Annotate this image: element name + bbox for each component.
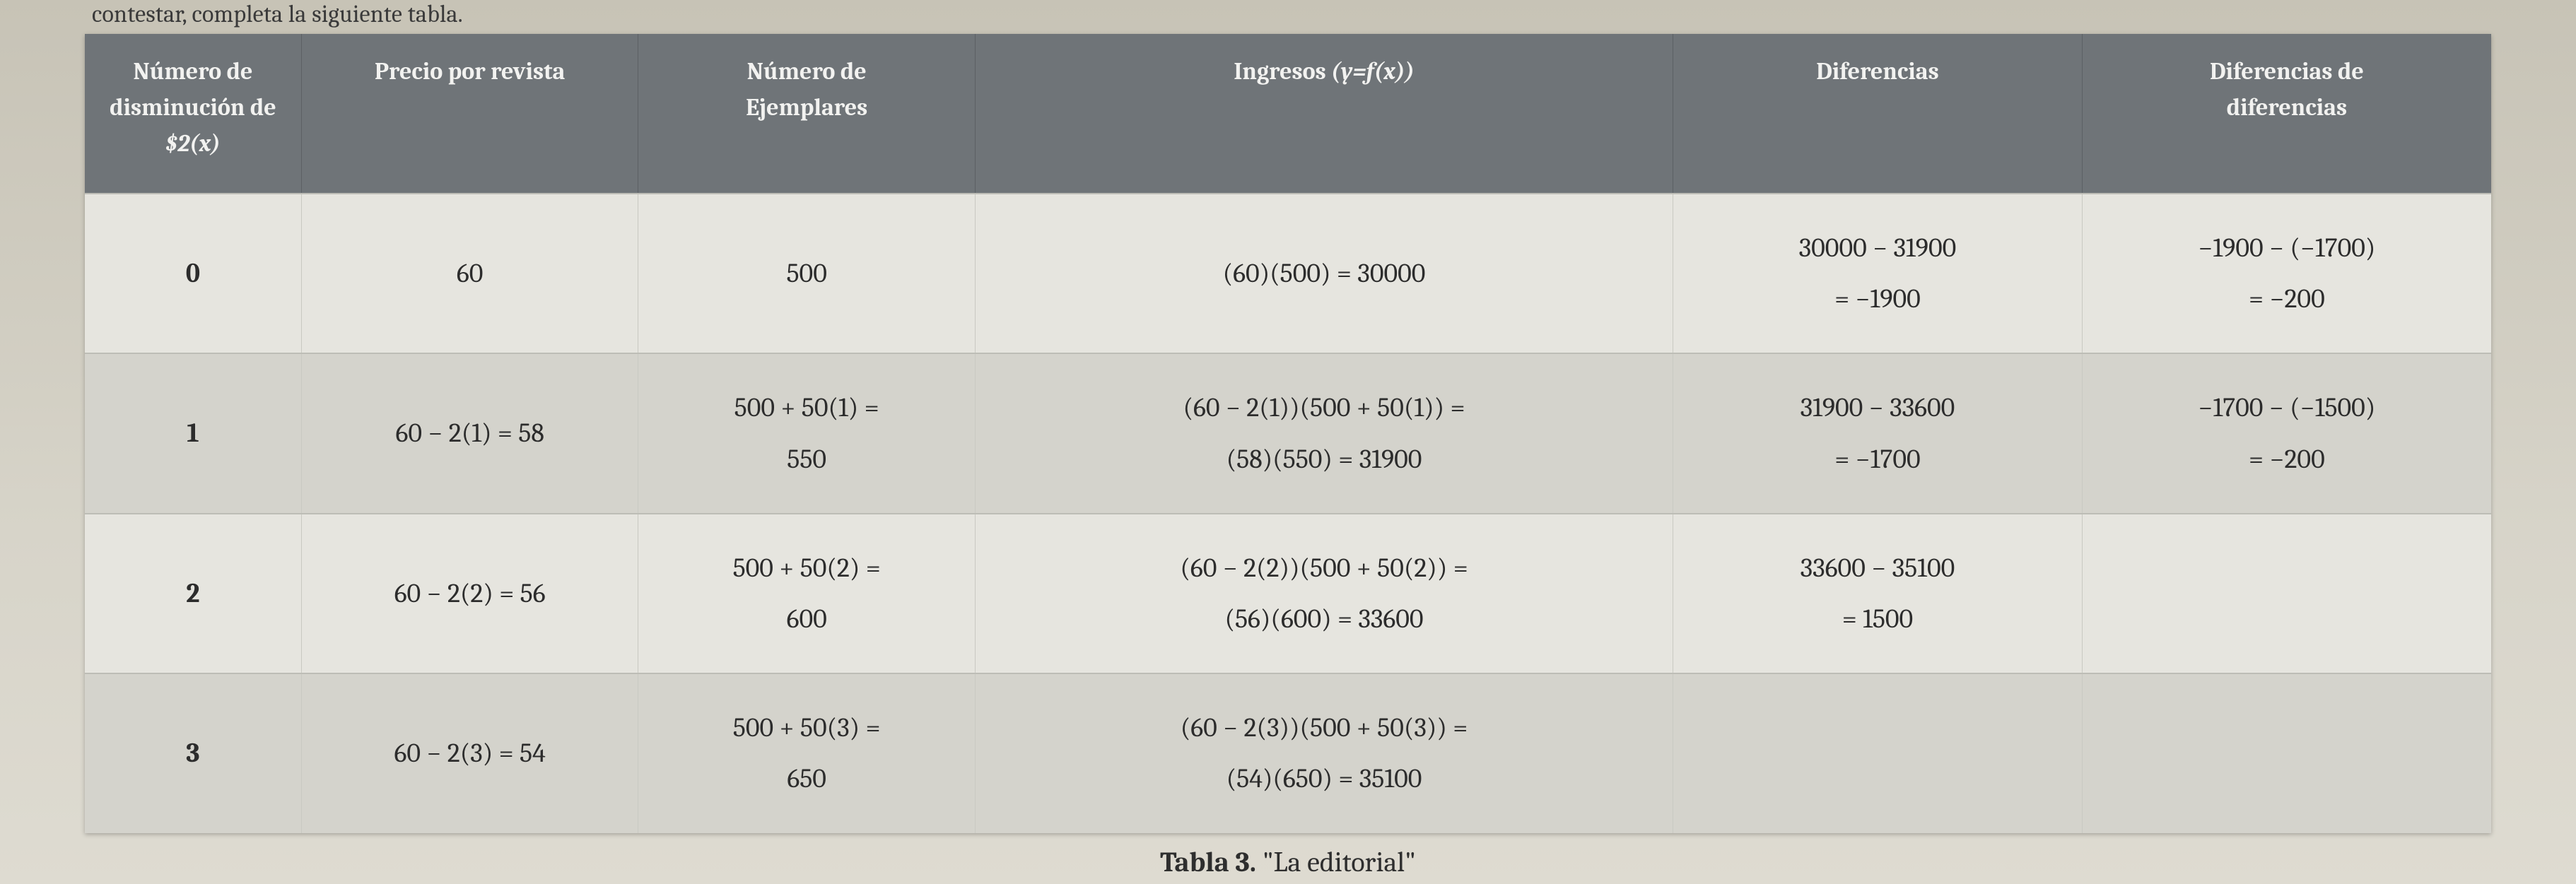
cell-text: 0 (186, 258, 200, 289)
lead-text: contestar, completa la siguiente tabla. (85, 0, 2491, 34)
cell-text: 500 + 50(2) = (733, 553, 881, 584)
table-row: 3 60 − 2(3) = 54 500 + 50(3) = 650 (60 −… (85, 673, 2491, 832)
table-row: 2 60 − 2(2) = 56 500 + 50(2) = 600 (60 −… (85, 514, 2491, 673)
cell-dif-de-dif (2082, 514, 2491, 673)
cell-x: 1 (85, 353, 301, 513)
cell-text: (60 − 2(1))(500 + 50(1)) = (1183, 392, 1465, 423)
cell-x: 0 (85, 194, 301, 353)
cell-diferencias: 31900 − 33600 = −1700 (1673, 353, 2083, 513)
table-caption: Tabla 3. "La editorial" (85, 833, 2491, 878)
th-text: Ejemplares (651, 90, 962, 126)
cell-ingresos: (60 − 2(3))(500 + 50(3)) = (54)(650) = 3… (975, 673, 1673, 832)
cell-precio: 60 − 2(2) = 56 (301, 514, 638, 673)
cell-ingresos: (60 − 2(2))(500 + 50(2)) = (56)(600) = 3… (975, 514, 1673, 673)
th-disminucion: Número de disminución de $2(x) (85, 34, 301, 194)
cell-text: (58)(550) = 31900 (1226, 444, 1422, 475)
th-diferencias: Diferencias (1673, 34, 2083, 194)
table-header: Número de disminución de $2(x) Precio po… (85, 34, 2491, 194)
th-text: Número de (98, 54, 288, 90)
cell-x: 3 (85, 673, 301, 832)
table-row: 1 60 − 2(1) = 58 500 + 50(1) = 550 (60 −… (85, 353, 2491, 513)
cell-diferencias: 30000 − 31900 = −1900 (1673, 194, 2083, 353)
table-row: 0 60 500 (60)(500) = 30000 30000 − 31900… (85, 194, 2491, 353)
cell-dif-de-dif: −1700 − (−1500) = −200 (2082, 353, 2491, 513)
cell-text: (56)(600) = 33600 (1224, 603, 1423, 635)
cell-text: 31900 − 33600 (1801, 392, 1955, 423)
cell-ejemplares: 500 + 50(3) = 650 (638, 673, 976, 832)
caption-rest: "La editorial" (1256, 846, 1416, 878)
cell-precio: 60 − 2(3) = 54 (301, 673, 638, 832)
cell-text: (60 − 2(2))(500 + 50(2)) = (1180, 553, 1468, 584)
cell-text: −1700 − (−1500) (2198, 392, 2375, 423)
cell-dif-de-dif (2082, 673, 2491, 832)
caption-bold: Tabla 3. (1160, 846, 1256, 878)
cell-text: 1 (187, 418, 199, 449)
cell-text: (60 − 2(3))(500 + 50(3)) = (1181, 712, 1468, 743)
cell-dif-de-dif: −1900 − (−1700) = −200 (2082, 194, 2491, 353)
cell-x: 2 (85, 514, 301, 673)
th-dif-de-dif: Diferencias de diferencias (2082, 34, 2491, 194)
cell-text: 30000 − 31900 (1799, 232, 1957, 264)
cell-text: = −1700 (1834, 444, 1920, 475)
data-table: Número de disminución de $2(x) Precio po… (85, 34, 2491, 833)
cell-precio: 60 (301, 194, 638, 353)
th-ejemplares: Número de Ejemplares (638, 34, 976, 194)
cell-text: = −200 (2249, 283, 2325, 314)
th-text: Ingresos (1234, 57, 1331, 86)
page-container: contestar, completa la siguiente tabla. … (0, 0, 2576, 884)
table-body: 0 60 500 (60)(500) = 30000 30000 − 31900… (85, 194, 2491, 833)
th-text: $2(x) (98, 126, 288, 162)
th-text: disminución de (98, 90, 288, 126)
th-text: diferencias (2095, 90, 2478, 126)
cell-diferencias (1673, 673, 2083, 832)
cell-text: 3 (186, 738, 199, 769)
cell-text: = −1900 (1834, 283, 1921, 314)
th-ingresos: Ingresos (y=f(x)) (975, 34, 1673, 194)
cell-text: = −200 (2249, 444, 2325, 475)
cell-text: 500 + 50(3) = (733, 712, 881, 743)
cell-text: 2 (186, 578, 199, 609)
cell-ingresos: (60)(500) = 30000 (975, 194, 1673, 353)
th-text: Precio por revista (315, 54, 626, 90)
cell-text: (54)(650) = 35100 (1226, 763, 1422, 794)
cell-ejemplares: 500 + 50(1) = 550 (638, 353, 976, 513)
th-text: Diferencias (1686, 54, 2069, 90)
cell-precio: 60 − 2(1) = 58 (301, 353, 638, 513)
cell-ejemplares: 500 (638, 194, 976, 353)
th-text: Diferencias de (2095, 54, 2478, 90)
th-text: Número de (651, 54, 962, 90)
cell-text: 650 (787, 763, 826, 794)
cell-ingresos: (60 − 2(1))(500 + 50(1)) = (58)(550) = 3… (975, 353, 1673, 513)
cell-text: 600 (787, 603, 827, 635)
cell-diferencias: 33600 − 35100 = 1500 (1673, 514, 2083, 673)
th-formula: (y=f(x)) (1331, 57, 1415, 86)
cell-text: 500 + 50(1) = (734, 392, 879, 423)
cell-text: = 1500 (1842, 603, 1914, 635)
cell-text: 550 (787, 444, 826, 475)
cell-ejemplares: 500 + 50(2) = 600 (638, 514, 976, 673)
th-precio: Precio por revista (301, 34, 638, 194)
cell-text: −1900 − (−1700) (2198, 232, 2375, 264)
cell-text: 33600 − 35100 (1801, 553, 1955, 584)
